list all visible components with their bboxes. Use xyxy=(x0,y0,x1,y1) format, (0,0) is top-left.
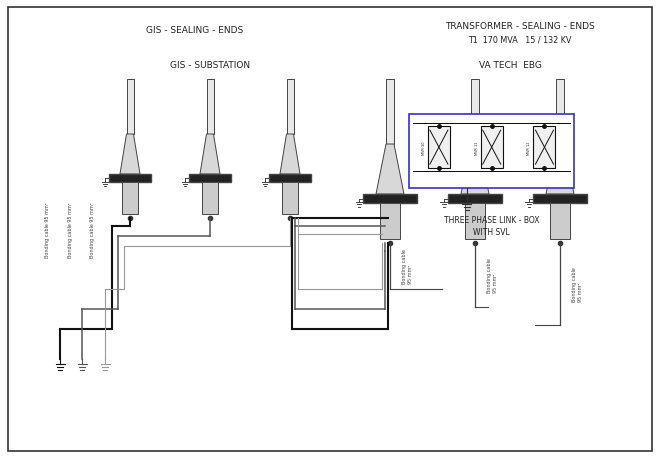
Bar xyxy=(448,195,502,203)
Bar xyxy=(269,174,311,183)
Text: Bonding cable 95 mm²: Bonding cable 95 mm² xyxy=(67,202,73,257)
Bar xyxy=(533,127,556,169)
Bar xyxy=(109,174,151,183)
Text: Bonding cable
95 mm²: Bonding cable 95 mm² xyxy=(402,249,412,284)
Bar xyxy=(282,183,298,214)
Bar xyxy=(363,195,417,203)
Bar xyxy=(189,174,231,183)
Bar xyxy=(409,115,574,188)
Bar xyxy=(202,183,218,214)
Bar xyxy=(127,80,133,134)
Bar xyxy=(428,127,450,169)
Bar xyxy=(207,80,213,134)
Text: Bonding cable 95 mm²: Bonding cable 95 mm² xyxy=(90,202,94,257)
Bar xyxy=(286,80,294,134)
Text: THREE PHASE LINK - BOX: THREE PHASE LINK - BOX xyxy=(444,216,539,224)
Text: MVR 11: MVR 11 xyxy=(475,141,478,155)
Text: MVR 10: MVR 10 xyxy=(422,141,426,155)
Bar xyxy=(471,80,479,145)
Text: VA TECH  EBG: VA TECH EBG xyxy=(478,61,541,69)
Polygon shape xyxy=(200,134,220,174)
Polygon shape xyxy=(280,134,300,174)
Text: MVR 12: MVR 12 xyxy=(527,141,531,155)
Polygon shape xyxy=(546,145,574,195)
Bar xyxy=(533,195,587,203)
Bar xyxy=(550,203,570,240)
Polygon shape xyxy=(461,145,489,195)
Text: GIS - SUBSTATION: GIS - SUBSTATION xyxy=(170,61,250,69)
Polygon shape xyxy=(376,145,404,195)
Bar xyxy=(380,203,400,240)
Polygon shape xyxy=(120,134,140,174)
Bar xyxy=(386,80,394,145)
Text: Bonding cable 95 mm²: Bonding cable 95 mm² xyxy=(44,202,50,257)
Text: Bonding cable
95 mm²: Bonding cable 95 mm² xyxy=(572,267,583,302)
Bar xyxy=(480,127,503,169)
Bar xyxy=(122,183,138,214)
Text: Bonding cable
95 mm²: Bonding cable 95 mm² xyxy=(487,258,498,293)
Bar xyxy=(556,80,564,145)
Bar xyxy=(465,203,485,240)
Text: WITH SVL: WITH SVL xyxy=(473,228,510,236)
Text: T1  170 MVA   15 / 132 KV: T1 170 MVA 15 / 132 KV xyxy=(469,35,572,45)
Text: TRANSFORMER - SEALING - ENDS: TRANSFORMER - SEALING - ENDS xyxy=(445,22,595,30)
Text: GIS - SEALING - ENDS: GIS - SEALING - ENDS xyxy=(147,25,244,34)
